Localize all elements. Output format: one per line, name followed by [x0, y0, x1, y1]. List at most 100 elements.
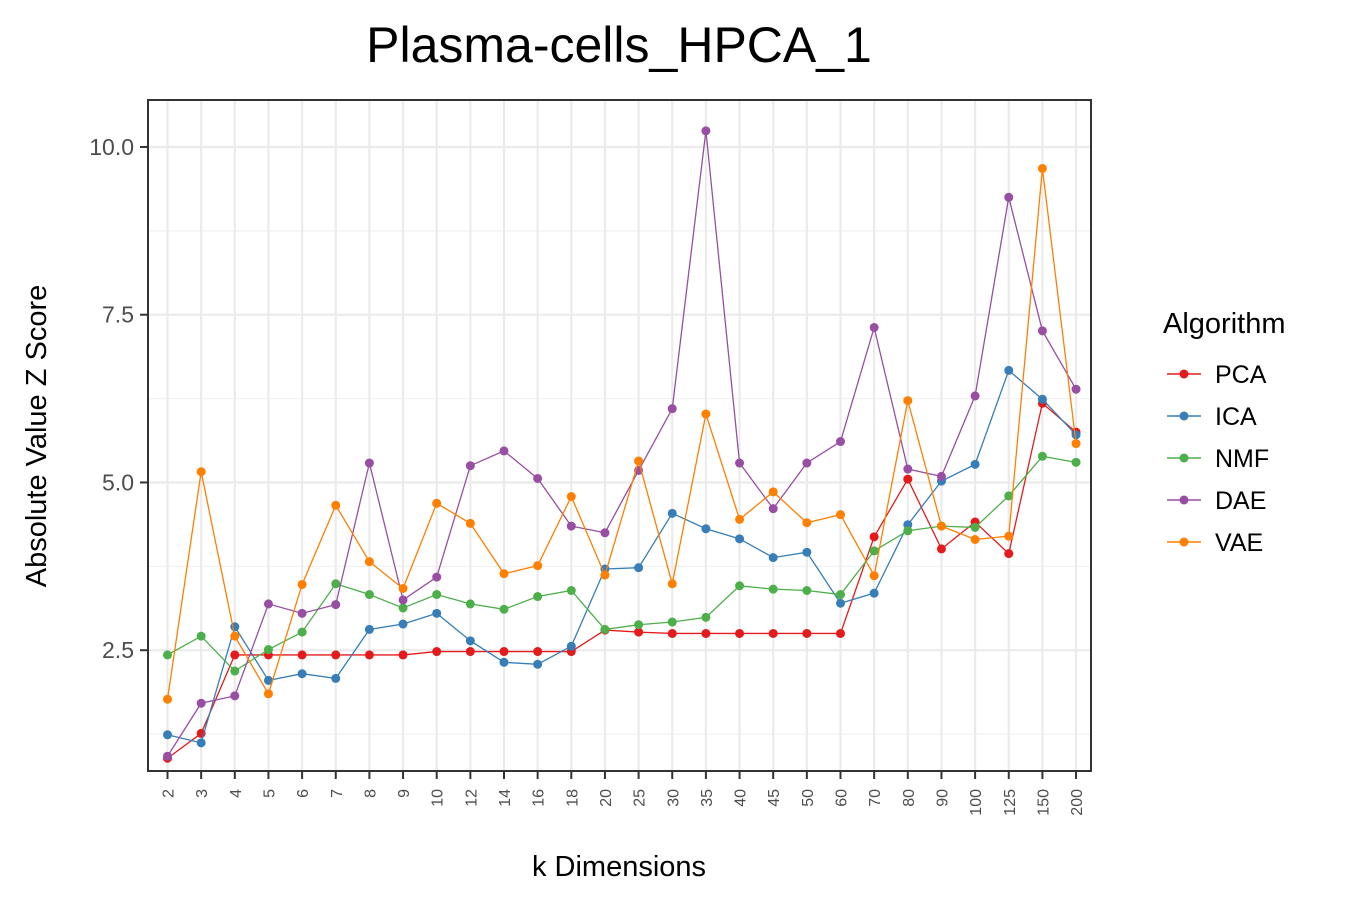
legend-label: PCA [1215, 361, 1267, 389]
data-point-vae [936, 521, 946, 531]
series-line-pca [167, 402, 1077, 759]
data-point-vae [364, 557, 374, 567]
data-point-pca [667, 628, 677, 638]
data-point-vae [768, 487, 778, 497]
x-tick-label: 7 [329, 789, 346, 798]
chart-title: Plasma-cells_HPCA_1 [366, 17, 872, 73]
data-point-dae [196, 698, 206, 708]
series-vae [163, 163, 1081, 704]
legend-item-pca: PCA [1167, 361, 1267, 389]
data-point-nmf [163, 650, 172, 660]
data-point-pca [836, 628, 845, 638]
data-point-pca [768, 628, 778, 638]
data-point-vae [297, 579, 307, 589]
data-point-pca [432, 647, 442, 657]
data-point-nmf [634, 620, 644, 630]
data-point-nmf [1037, 451, 1047, 461]
data-point-ica [1071, 430, 1081, 440]
legend-marker [1179, 537, 1189, 547]
data-point-dae [970, 391, 980, 401]
data-point-pca [735, 628, 745, 638]
data-point-ica [331, 673, 341, 683]
axes: 2.55.07.510.02 3 4 5 6 7 8 9 10 12 14 16 18 20 25 30 35 4… [89, 134, 1086, 816]
data-point-pca [903, 474, 913, 484]
legend-marker [1179, 369, 1189, 379]
data-point-nmf [297, 627, 307, 637]
x-tick-label: 9 [396, 789, 413, 798]
data-point-ica [297, 669, 307, 679]
data-point-nmf [465, 599, 475, 609]
data-point-ica [802, 547, 812, 557]
x-tick-label: 4 [228, 789, 245, 798]
legend-label: NMF [1215, 445, 1269, 473]
data-point-ica [667, 508, 677, 518]
data-point-vae [667, 579, 677, 589]
data-point-pca [1004, 549, 1014, 559]
legend-item-vae: VAE [1167, 529, 1263, 557]
series-nmf [163, 451, 1081, 676]
data-point-pca [936, 544, 946, 554]
x-tick-label: 60 [834, 789, 851, 807]
data-point-vae [263, 689, 273, 699]
data-point-vae [163, 694, 172, 704]
data-point-ica [869, 588, 879, 598]
data-point-dae [1037, 326, 1047, 336]
data-point-nmf [263, 645, 273, 655]
x-tick-label: 3 [194, 789, 211, 798]
data-point-vae [1071, 439, 1081, 449]
data-point-pca [701, 628, 711, 638]
data-point-vae [533, 561, 543, 571]
data-point-vae [735, 514, 745, 524]
legend-item-dae: DAE [1167, 487, 1266, 515]
series-line-dae [166, 130, 1077, 757]
data-point-vae [432, 498, 442, 508]
data-point-pca [364, 650, 374, 660]
legend-title: Algorithm [1163, 308, 1286, 340]
data-point-ica [1004, 365, 1014, 375]
y-axis-title: Absolute Value Z Score [21, 285, 53, 588]
data-point-ica [263, 675, 273, 685]
series-lines [163, 126, 1081, 763]
data-point-ica [465, 636, 475, 646]
data-point-nmf [600, 624, 610, 634]
data-point-nmf [667, 617, 677, 627]
data-point-dae [566, 521, 576, 531]
data-point-dae [869, 322, 879, 332]
grid [148, 100, 1091, 771]
legend-marker [1179, 453, 1189, 463]
data-point-vae [566, 492, 576, 502]
data-point-dae [163, 751, 172, 761]
series-ica [163, 365, 1081, 748]
series-dae [163, 126, 1081, 761]
data-point-dae [465, 461, 475, 471]
data-point-pca [634, 627, 644, 637]
x-tick-label: 20 [598, 789, 615, 807]
x-tick-label: 40 [733, 789, 750, 807]
data-point-dae [331, 600, 341, 610]
x-tick-label: 30 [665, 789, 682, 807]
data-point-nmf [701, 612, 711, 622]
series-line-vae [166, 168, 1077, 700]
x-tick-label: 80 [901, 789, 918, 807]
data-point-ica [836, 598, 845, 608]
data-point-dae [364, 458, 374, 468]
x-tick-label: 200 [1069, 789, 1086, 816]
data-point-vae [1037, 163, 1047, 173]
data-point-nmf [836, 590, 845, 600]
x-tick-label: 35 [699, 789, 716, 807]
data-point-nmf [869, 546, 879, 556]
data-point-nmf [499, 604, 509, 614]
data-point-nmf [802, 586, 812, 596]
data-point-pca [230, 650, 240, 660]
data-point-ica [163, 730, 172, 740]
x-tick-label: 150 [1035, 789, 1052, 816]
data-point-vae [600, 570, 610, 580]
data-point-pca [533, 647, 543, 657]
x-tick-label: 18 [564, 789, 581, 807]
x-tick-label: 12 [463, 789, 480, 807]
x-tick-label: 50 [800, 789, 817, 807]
data-point-nmf [398, 603, 408, 613]
data-point-dae [263, 599, 273, 609]
data-point-nmf [230, 666, 240, 676]
